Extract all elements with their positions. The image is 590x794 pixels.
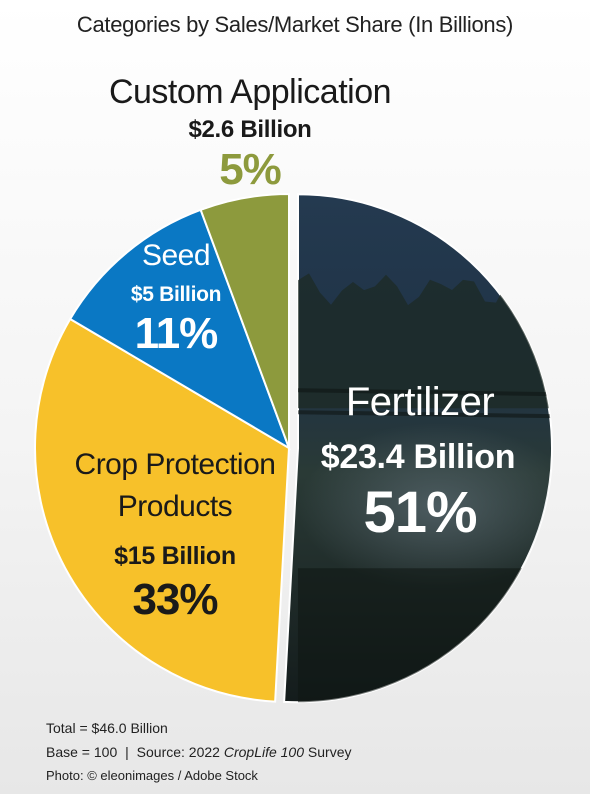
source-line: Base = 100 | Source: 2022 CropLife 100 S… — [46, 745, 351, 759]
slice-percent-custom-application: 5% — [219, 145, 282, 194]
slice-label-crop-protection-line2: Products — [117, 490, 233, 523]
source-italic: CropLife 100 — [223, 744, 305, 760]
separator: | — [125, 744, 129, 760]
slice-label-crop-protection-line1: Crop Protection — [74, 448, 276, 481]
photo-credit: Photo: © eleonimages / Adobe Stock — [46, 768, 258, 783]
chart-title: Categories by Sales/Market Share (In Bil… — [76, 12, 514, 37]
slice-amount-crop-protection: $15 Billion — [114, 542, 236, 570]
slice-percent-crop-protection: 33% — [132, 575, 218, 624]
slice-amount-seed: $5 Billion — [130, 283, 222, 306]
slice-label-custom-application: Custom Application — [108, 73, 392, 111]
source-suffix: Survey — [307, 744, 352, 760]
base-text: Base = 100 — [46, 744, 118, 760]
slice-label-fertilizer: Fertilizer — [345, 380, 495, 424]
total-label: Total = $46.0 Billion — [46, 720, 168, 736]
slice-amount-custom-application: $2.6 Billion — [188, 116, 312, 143]
pie-slice-crop-protection-products — [34, 317, 291, 703]
slice-label-seed: Seed — [141, 239, 211, 272]
source-prefix: Source: 2022 — [136, 744, 220, 760]
slice-amount-fertilizer: $23.4 Billion — [320, 438, 516, 476]
slice-percent-seed: 11% — [134, 309, 219, 358]
pie-slice-seed — [68, 208, 291, 451]
pie-slice-custom-application — [199, 192, 290, 449]
slice-percent-fertilizer: 51% — [363, 480, 477, 545]
